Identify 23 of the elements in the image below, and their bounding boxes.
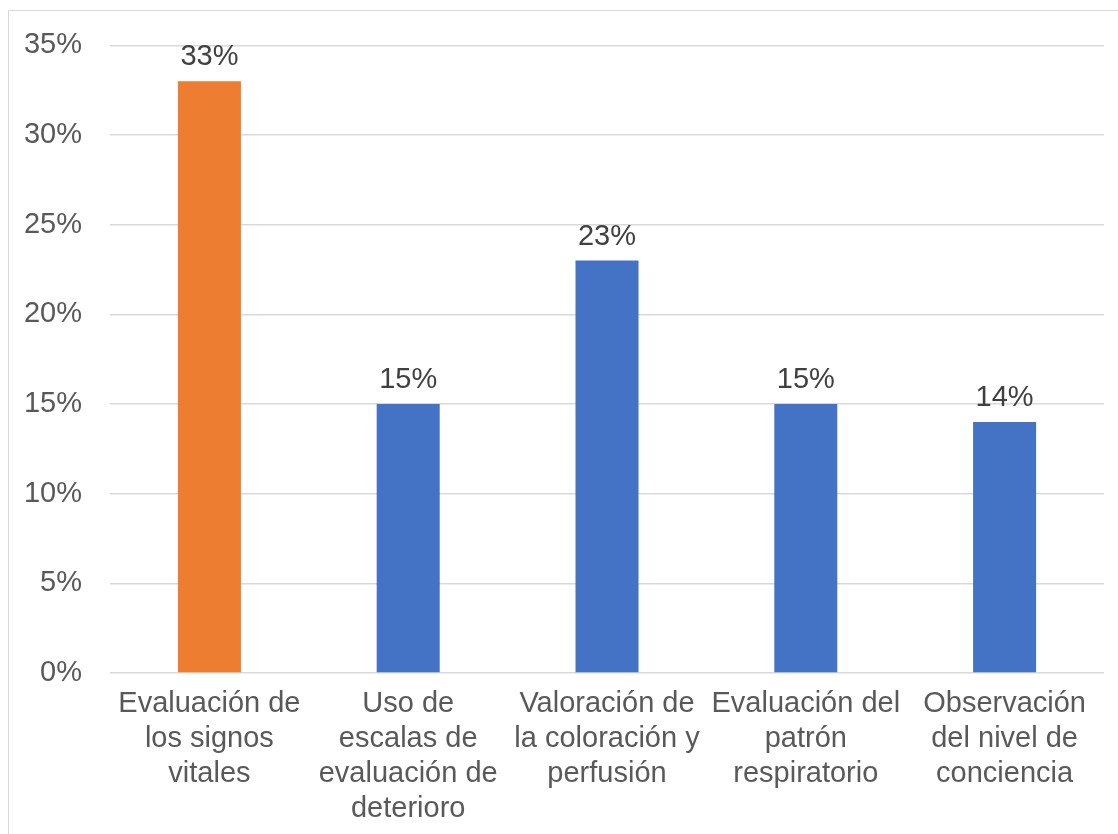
bar bbox=[575, 260, 639, 673]
y-tick-label: 15% bbox=[23, 386, 82, 419]
y-tick-label: 0% bbox=[40, 655, 82, 687]
x-tick-label: Evaluación de los signos vitales bbox=[118, 686, 301, 788]
x-tick-label: Uso de escalas de evaluación de deterioro bbox=[318, 686, 498, 823]
y-tick-label: 25% bbox=[23, 206, 82, 239]
y-tick-label: 35% bbox=[23, 27, 82, 60]
x-tick-label: Evaluación del patrón respiratorio bbox=[711, 686, 901, 788]
y-tick-label: 5% bbox=[40, 565, 82, 598]
bar bbox=[774, 404, 838, 673]
y-tick-label: 30% bbox=[23, 117, 82, 150]
y-tick-label: 10% bbox=[23, 475, 82, 508]
data-label: 23% bbox=[577, 218, 637, 251]
x-tick-label: Observación del nivel de conciencia bbox=[923, 686, 1087, 788]
y-tick-label: 20% bbox=[23, 296, 82, 329]
data-label: 15% bbox=[379, 362, 438, 395]
bar bbox=[973, 421, 1037, 673]
data-label: 33% bbox=[180, 39, 239, 72]
bar bbox=[177, 81, 241, 673]
bar bbox=[376, 404, 440, 673]
x-tick-label: Valoración de la coloración y perfusión bbox=[514, 686, 701, 788]
data-label: 15% bbox=[776, 362, 835, 395]
data-label: 14% bbox=[975, 379, 1034, 412]
